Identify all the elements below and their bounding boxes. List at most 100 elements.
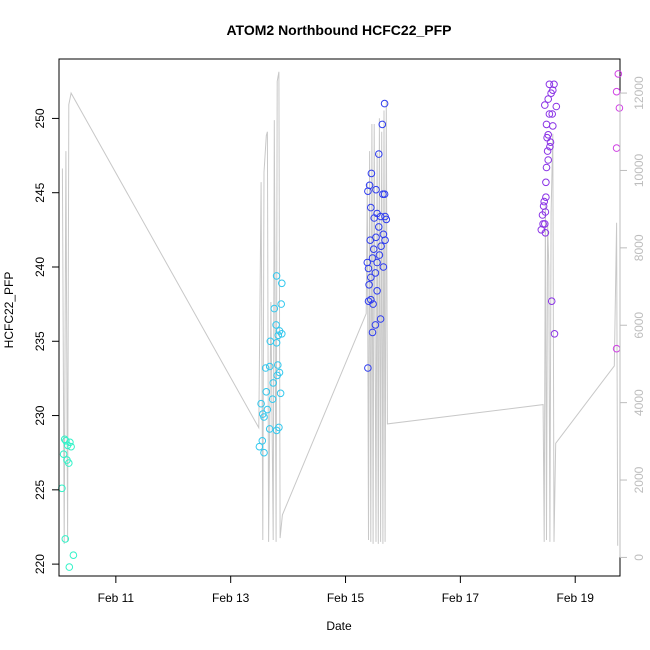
data-point — [371, 321, 380, 329]
data-point — [548, 110, 557, 118]
data-point — [265, 425, 274, 433]
data-point — [255, 442, 264, 451]
data-point — [547, 297, 556, 306]
data-point — [270, 304, 279, 313]
data-point — [375, 150, 383, 158]
data-point — [367, 295, 375, 304]
data-point — [69, 551, 78, 560]
data-points — [58, 70, 624, 571]
data-point — [258, 437, 267, 445]
data-point — [61, 535, 70, 543]
series-3 — [363, 99, 391, 372]
data-point — [369, 245, 378, 253]
right-tick-label: 12000 — [632, 76, 646, 110]
data-point — [65, 459, 73, 467]
y-tick-label: 240 — [33, 257, 47, 277]
x-tick-label: Feb 13 — [212, 591, 250, 605]
data-point — [368, 328, 377, 337]
data-point — [377, 242, 385, 250]
data-point — [261, 364, 270, 372]
data-point — [365, 281, 373, 289]
data-point — [544, 156, 553, 164]
data-point — [545, 110, 554, 118]
data-point — [542, 178, 550, 187]
data-point — [382, 215, 391, 224]
data-point — [367, 169, 376, 178]
y-axis-label: HCFC22_PFP — [2, 272, 16, 349]
data-point — [67, 442, 75, 451]
chart-title: ATOM2 Northbound HCFC22_PFP — [226, 22, 451, 38]
data-point — [542, 163, 551, 172]
data-point — [552, 102, 561, 111]
data-point — [373, 258, 381, 267]
data-point — [59, 450, 68, 459]
data-point — [277, 300, 286, 308]
data-point — [365, 181, 374, 190]
x-tick-label: Feb 19 — [557, 591, 595, 605]
y-tick-label: 220 — [33, 554, 47, 574]
right-tick-label: 0 — [632, 554, 646, 561]
data-point — [273, 371, 282, 380]
data-point — [542, 120, 551, 129]
data-point — [263, 405, 272, 414]
data-point — [541, 101, 549, 109]
series-2 — [255, 272, 286, 457]
x-tick-label: Feb 17 — [442, 591, 480, 605]
data-point — [268, 395, 277, 404]
data-point — [373, 287, 381, 295]
data-point — [62, 437, 70, 445]
y-tick-label: 230 — [33, 405, 47, 425]
data-point — [65, 563, 74, 571]
data-point — [543, 147, 552, 155]
data-point — [367, 203, 375, 212]
data-point — [541, 229, 550, 237]
data-point — [370, 214, 379, 222]
altitude-series — [61, 71, 619, 546]
data-point — [274, 331, 283, 340]
right-axis: 0 2000 4000 6000 8000 10000 12000 — [619, 76, 646, 561]
data-point — [545, 80, 554, 89]
data-point — [272, 272, 281, 280]
data-point — [364, 364, 372, 372]
right-tick-label: 6000 — [632, 312, 646, 339]
data-point — [547, 89, 555, 97]
data-point — [614, 70, 623, 78]
data-point — [364, 297, 373, 306]
right-tick-label: 8000 — [632, 234, 646, 261]
data-point — [544, 95, 553, 103]
data-point — [367, 273, 375, 282]
y-tick-label: 235 — [33, 331, 47, 351]
data-point — [269, 379, 278, 387]
data-point — [272, 321, 280, 329]
x-axis-label: Date — [326, 619, 352, 633]
data-point — [272, 426, 281, 435]
y-tick-label: 250 — [33, 108, 47, 128]
y-tick-label: 225 — [33, 480, 47, 500]
data-point — [550, 330, 559, 338]
right-tick-label: 4000 — [632, 389, 646, 416]
data-point — [260, 448, 268, 457]
altitude-line — [61, 71, 619, 546]
data-point — [375, 223, 383, 231]
data-point — [379, 263, 388, 271]
data-point — [550, 80, 558, 89]
right-tick-label: 10000 — [632, 153, 646, 187]
data-point — [612, 87, 621, 96]
data-point — [262, 388, 271, 396]
data-point — [66, 438, 74, 447]
data-point — [257, 399, 265, 408]
x-tick-label: Feb 15 — [327, 591, 365, 605]
data-point — [278, 330, 286, 338]
data-point — [276, 389, 285, 398]
data-point — [366, 236, 375, 244]
data-point — [375, 251, 384, 259]
data-point — [380, 99, 389, 108]
right-tick-label: 2000 — [632, 466, 646, 493]
y-tick-label: 245 — [33, 182, 47, 202]
data-point — [540, 197, 549, 206]
data-point — [378, 120, 387, 129]
series-1 — [58, 435, 78, 571]
series-4 — [537, 80, 561, 338]
data-point — [368, 254, 377, 262]
data-point — [364, 264, 373, 273]
